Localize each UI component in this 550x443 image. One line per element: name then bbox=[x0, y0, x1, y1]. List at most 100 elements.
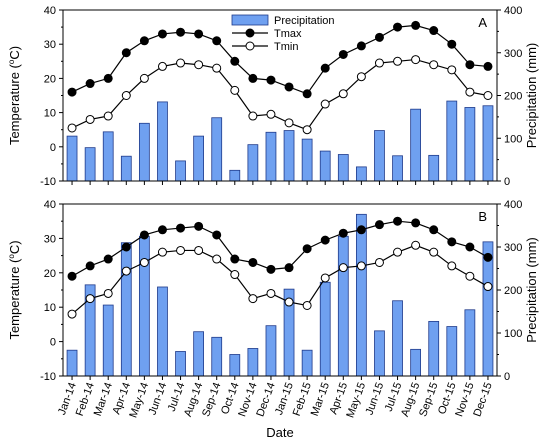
tmax-point bbox=[266, 75, 276, 85]
tmin-point bbox=[429, 60, 439, 70]
precip-bar bbox=[319, 150, 331, 182]
tmin-point bbox=[121, 266, 131, 276]
precip-bar bbox=[301, 138, 313, 182]
tmax-point bbox=[230, 254, 240, 264]
precip-bar bbox=[301, 349, 313, 377]
precip-bar bbox=[102, 304, 114, 377]
tmax-point bbox=[139, 36, 149, 46]
left-tick-label: -10 bbox=[40, 176, 56, 188]
tmin-line bbox=[71, 244, 489, 315]
tmin-point bbox=[320, 273, 330, 283]
right-tick-label: 400 bbox=[504, 5, 522, 17]
precip-bar bbox=[211, 336, 223, 377]
tmax-point bbox=[121, 242, 131, 252]
tmin-point bbox=[139, 257, 149, 267]
left-axis-title-degree: o bbox=[7, 254, 16, 259]
precip-bar bbox=[482, 241, 494, 377]
left-tick-label: 30 bbox=[44, 39, 56, 51]
tmax-point bbox=[338, 228, 348, 238]
tmin-point bbox=[447, 65, 457, 75]
right-tick-label: 300 bbox=[504, 242, 522, 254]
tmin-point bbox=[157, 247, 167, 257]
left-tick-label: 10 bbox=[44, 108, 56, 120]
precip-bar bbox=[464, 107, 476, 182]
tmax-point bbox=[429, 225, 439, 235]
precip-bar bbox=[410, 108, 421, 182]
tmin-point bbox=[230, 85, 240, 95]
left-axis-title: Temperature (oC) bbox=[7, 46, 22, 145]
precip-bar bbox=[392, 300, 403, 377]
tmin-point bbox=[248, 111, 258, 121]
precip-bar bbox=[337, 154, 349, 182]
precip-bar bbox=[319, 281, 331, 377]
tmin-point bbox=[248, 294, 258, 304]
tmin-point bbox=[374, 58, 384, 68]
tmin-point bbox=[139, 73, 149, 83]
left-tick-label: 40 bbox=[44, 199, 56, 211]
tmax-point bbox=[447, 39, 457, 49]
tmin-point bbox=[121, 91, 131, 100]
legend-tmax-label: Tmax bbox=[274, 28, 302, 40]
right-axis-title: Precipitation (mm) bbox=[524, 43, 539, 148]
tmin-point bbox=[284, 297, 294, 307]
precip-bar bbox=[446, 100, 458, 182]
tmin-point bbox=[266, 109, 276, 119]
precip-bar bbox=[193, 135, 204, 182]
left-tick-label: 30 bbox=[44, 233, 56, 245]
left-tick-label: -10 bbox=[40, 371, 56, 383]
tmin-point bbox=[338, 263, 348, 273]
tmax-point bbox=[338, 49, 348, 59]
left-tick-label: 0 bbox=[50, 142, 56, 154]
precip-bar bbox=[229, 169, 241, 182]
precip-bar bbox=[428, 320, 440, 377]
left-axis-title-degree: o bbox=[7, 59, 16, 64]
tmin-point bbox=[356, 72, 366, 82]
left-axis-title: Temperature (oC) bbox=[7, 240, 22, 339]
tmax-point bbox=[212, 230, 222, 240]
legend-tmin-marker bbox=[245, 41, 255, 51]
tmin-point bbox=[67, 309, 77, 319]
tmax-point bbox=[356, 225, 366, 235]
precip-bar bbox=[211, 117, 223, 182]
tmin-point bbox=[266, 288, 276, 298]
tmax-point bbox=[447, 237, 457, 247]
tmin-point bbox=[356, 261, 366, 271]
precip-bar bbox=[337, 235, 349, 377]
tmax-point bbox=[176, 223, 186, 233]
tmax-point bbox=[465, 60, 475, 70]
precip-bar bbox=[247, 144, 259, 182]
precip-bar bbox=[374, 330, 385, 377]
precip-bar bbox=[464, 309, 476, 377]
precip-bar bbox=[446, 326, 458, 377]
right-tick-label: 100 bbox=[504, 328, 522, 340]
left-axis-title-part: Temperature ( bbox=[7, 258, 22, 340]
tmin-point bbox=[411, 55, 421, 65]
tmax-point bbox=[411, 20, 421, 30]
tmin-point bbox=[483, 91, 493, 100]
tmin-point bbox=[176, 245, 186, 255]
tmin-point bbox=[67, 123, 77, 133]
left-tick-label: 20 bbox=[44, 73, 56, 85]
tmax-point bbox=[194, 29, 204, 39]
tmin-line bbox=[71, 58, 489, 131]
precip-bar bbox=[392, 155, 403, 182]
left-tick-label: 0 bbox=[50, 337, 56, 349]
tmax-point bbox=[248, 257, 258, 267]
tmin-point bbox=[212, 254, 222, 264]
right-tick-label: 100 bbox=[504, 133, 522, 145]
tmax-point bbox=[67, 271, 77, 281]
tmin-point bbox=[374, 257, 384, 267]
tmin-point bbox=[338, 89, 348, 99]
tmax-point bbox=[483, 61, 493, 71]
precip-bar bbox=[175, 160, 186, 182]
tmin-point bbox=[103, 288, 113, 298]
tmax-point bbox=[157, 29, 167, 39]
tmin-point bbox=[230, 270, 240, 280]
right-tick-label: 0 bbox=[504, 176, 510, 188]
precip-bar bbox=[428, 154, 440, 182]
precip-bar bbox=[84, 147, 96, 182]
tmax-point bbox=[194, 221, 204, 231]
